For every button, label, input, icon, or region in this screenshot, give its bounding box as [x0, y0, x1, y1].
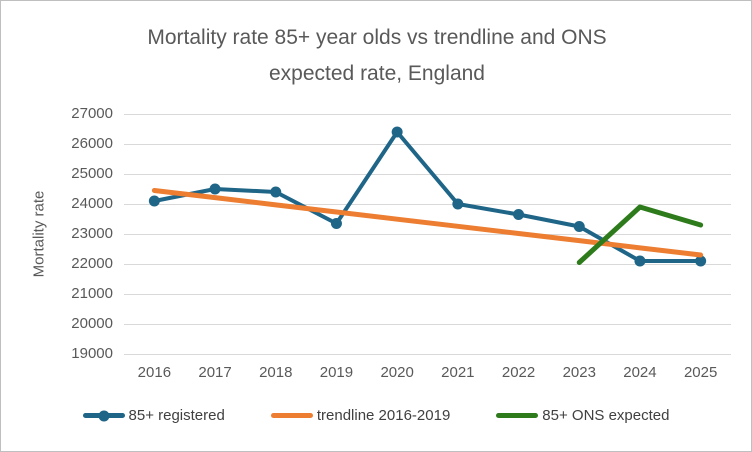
- chart-legend: 85+ registered trendline 2016-2019 85+ O…: [1, 407, 751, 424]
- x-tick-label: 2017: [198, 364, 232, 381]
- y-tick-label: 23000: [71, 225, 113, 242]
- y-tick-label: 21000: [71, 285, 113, 302]
- legend-label-ons-expected: 85+ ONS expected: [542, 407, 670, 424]
- legend-swatch-registered: [82, 410, 125, 421]
- series-lines: [148, 126, 707, 267]
- y-tick-label: 25000: [71, 165, 113, 182]
- gridline: [124, 144, 731, 145]
- legend-item-registered: 85+ registered: [82, 407, 225, 424]
- x-tick-label: 2021: [441, 364, 475, 381]
- legend-label-trendline: trendline 2016-2019: [316, 407, 451, 424]
- data-point-marker: [209, 183, 221, 195]
- gridline: [124, 174, 731, 175]
- data-point-marker: [330, 218, 342, 229]
- y-axis-tick-labels: 27000 26000 25000 24000 23000 22000 21000 20000…: [1, 105, 113, 362]
- chart-title-line-1: Mortality rate 85+ year olds vs trendlin…: [147, 26, 607, 49]
- legend-label-registered: 85+ registered: [128, 407, 225, 424]
- y-tick-label: 26000: [71, 135, 113, 152]
- gridline: [124, 234, 731, 235]
- x-tick-label: 2025: [683, 364, 718, 381]
- y-tick-label: 27000: [71, 105, 113, 122]
- x-tick-label: 2016: [137, 364, 172, 381]
- x-axis-tick-labels: 2016 2017 2018 2019 2020 2021 2022 2023 2024 2025: [124, 364, 731, 384]
- x-tick-label: 2022: [501, 364, 536, 381]
- legend-marker-dot: [98, 410, 110, 421]
- legend-item-ons-expected: 85+ ONS expected: [496, 407, 669, 424]
- legend-swatch-ons-expected: [496, 413, 539, 418]
- y-tick-label: 24000: [71, 195, 113, 212]
- legend-item-trendline: trendline 2016-2019: [270, 407, 451, 424]
- y-tick-label: 20000: [71, 315, 113, 332]
- x-tick-label: 2023: [562, 364, 596, 381]
- series-line-85-registered: [152, 130, 703, 263]
- chart-title: Mortality rate 85+ year olds vs trendlin…: [57, 20, 697, 92]
- gridline: [124, 264, 731, 265]
- data-point-marker: [270, 186, 282, 198]
- series-line-85-ons-expected: [576, 204, 704, 265]
- gridline: [124, 294, 731, 295]
- series-line-trendline-2016-2019: [151, 188, 704, 258]
- gridline: [124, 354, 731, 355]
- data-point-marker: [573, 221, 585, 232]
- plot-area: [124, 114, 731, 355]
- data-point-marker: [634, 255, 646, 267]
- gridline: [124, 324, 731, 325]
- data-point-marker: [695, 255, 707, 267]
- data-point-marker: [513, 209, 525, 220]
- gridline: [124, 204, 731, 205]
- x-tick-label: 2020: [380, 364, 414, 381]
- data-point-marker: [452, 198, 464, 210]
- x-tick-label: 2019: [319, 364, 354, 381]
- x-tick-label: 2018: [259, 364, 293, 381]
- legend-swatch-trendline: [270, 413, 313, 418]
- chart-title-line-2: expected rate, England: [269, 62, 485, 85]
- x-tick-label: 2024: [623, 364, 657, 381]
- data-point-marker: [148, 195, 160, 207]
- y-tick-label: 19000: [71, 345, 113, 362]
- y-tick-label: 22000: [71, 255, 113, 272]
- data-point-marker: [391, 126, 403, 138]
- gridline: [124, 114, 731, 115]
